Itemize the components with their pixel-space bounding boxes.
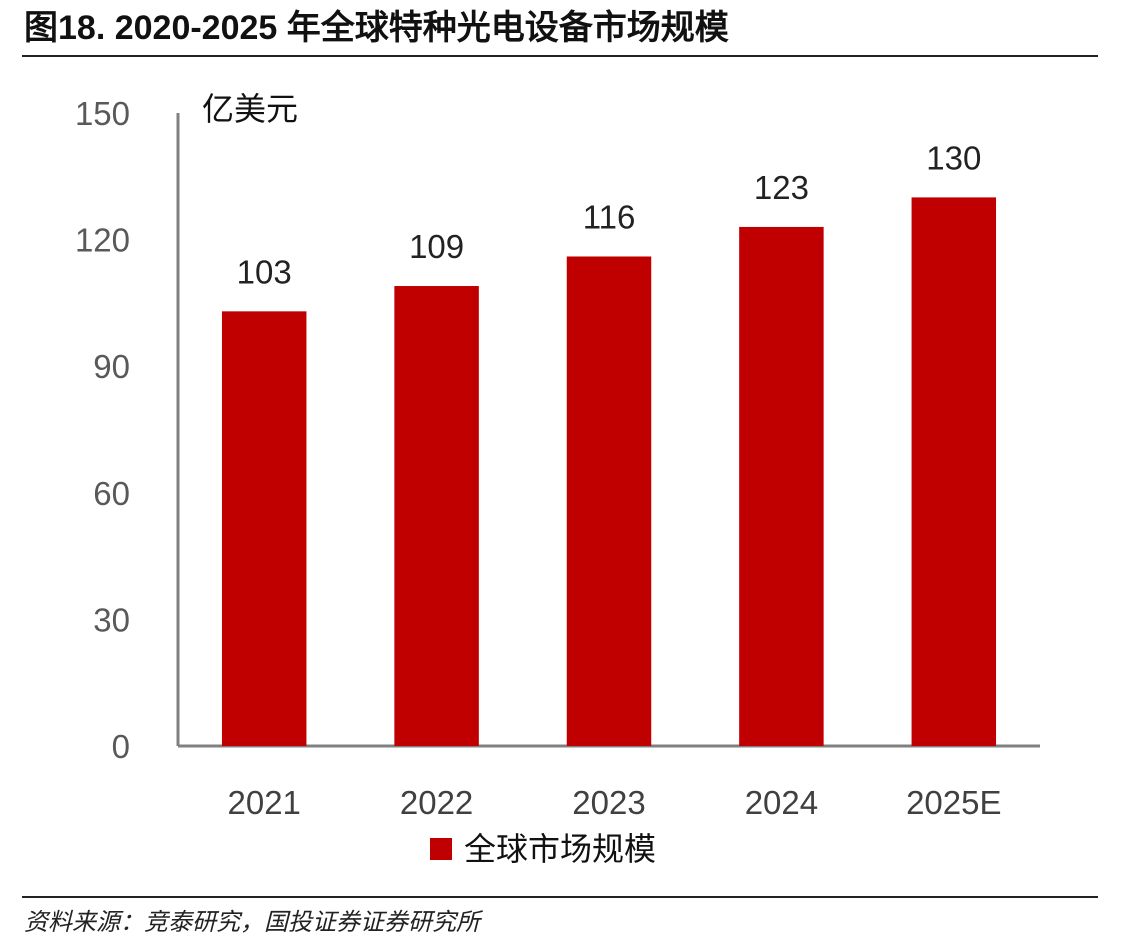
y-axis: 0 30 60 90 120 150 bbox=[75, 95, 180, 765]
source-note: 资料来源：竞泰研究，国投证券证券研究所 bbox=[24, 909, 480, 936]
y-tick-label: 30 bbox=[93, 601, 130, 638]
top-rule bbox=[22, 55, 1098, 57]
y-tick-label: 0 bbox=[112, 728, 130, 765]
y-tick-label: 150 bbox=[75, 95, 130, 132]
bar bbox=[221, 311, 307, 746]
bar bbox=[739, 226, 824, 746]
y-tick-label: 60 bbox=[93, 475, 130, 512]
x-tick-label: 2023 bbox=[572, 784, 645, 821]
bars bbox=[221, 197, 997, 746]
x-tick-label: 2024 bbox=[745, 784, 818, 821]
x-tick-label: 2022 bbox=[400, 784, 473, 821]
data-labels: 103 109 116 123 130 bbox=[237, 139, 982, 290]
bar bbox=[394, 286, 479, 746]
bar-value-label: 109 bbox=[409, 228, 464, 265]
bar-value-label: 116 bbox=[583, 198, 636, 235]
legend: 全球市场规模 bbox=[430, 830, 656, 868]
bar bbox=[911, 197, 997, 746]
y-tick-label: 90 bbox=[93, 348, 130, 385]
bar-value-label: 130 bbox=[926, 139, 981, 176]
y-tick-label: 120 bbox=[75, 222, 130, 259]
x-tick-label: 2025E bbox=[906, 784, 1001, 821]
bar-value-label: 123 bbox=[754, 169, 809, 206]
y-axis-unit-label: 亿美元 bbox=[202, 90, 298, 128]
bottom-rule bbox=[22, 896, 1098, 898]
bar-value-label: 103 bbox=[237, 253, 292, 290]
legend-label: 全球市场规模 bbox=[464, 830, 656, 868]
x-tick-label: 2021 bbox=[227, 784, 300, 821]
figure-title: 图18. 2020-2025 年全球特种光电设备市场规模 bbox=[24, 9, 729, 47]
bar bbox=[566, 256, 652, 746]
legend-swatch bbox=[430, 838, 452, 860]
x-axis: 2021 2022 2023 2024 2025E bbox=[178, 744, 1040, 821]
